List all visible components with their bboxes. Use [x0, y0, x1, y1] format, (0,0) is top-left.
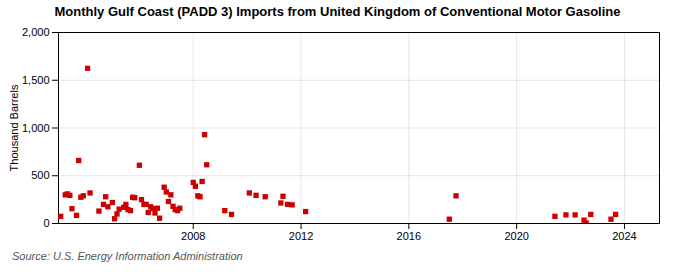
svg-text:1,000: 1,000	[22, 122, 50, 134]
svg-text:2024: 2024	[612, 230, 636, 242]
svg-text:2,000: 2,000	[22, 26, 50, 38]
svg-text:0: 0	[43, 217, 49, 229]
svg-text:2020: 2020	[504, 230, 528, 242]
html-text:Source: U.S. Energy Informatio: Source: U.S. Energy Information Administ…	[12, 250, 243, 262]
svg-text:1,500: 1,500	[22, 74, 50, 86]
svg-text:Thousand Barrels: Thousand Barrels	[8, 84, 20, 171]
html-text:Monthly Gulf Coast (PADD 3) Im: Monthly Gulf Coast (PADD 3) Imports from…	[54, 4, 621, 19]
svg-text:500: 500	[31, 169, 49, 181]
svg-text:2012: 2012	[289, 230, 313, 242]
svg-text:2016: 2016	[397, 230, 421, 242]
svg-text:2008: 2008	[181, 230, 205, 242]
